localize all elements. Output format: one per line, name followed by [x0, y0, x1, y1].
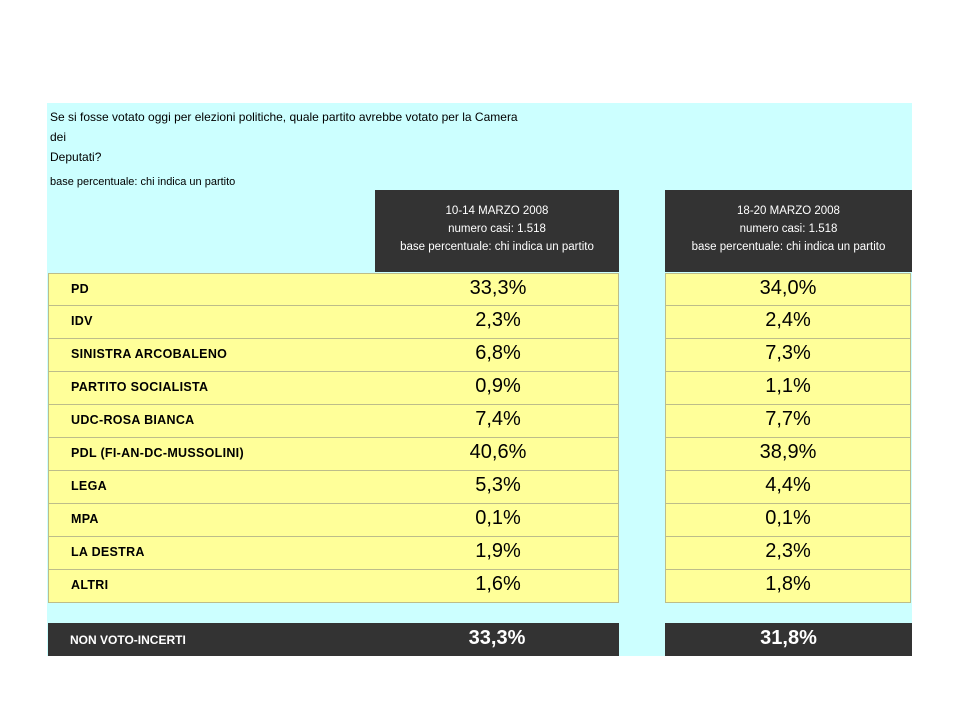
value-col-2: 4,4% — [765, 474, 811, 496]
party-name: MPA — [71, 512, 99, 526]
non-voto-value-1: 33,3% — [468, 627, 526, 649]
value-col-2: 34,0% — [759, 277, 817, 299]
value-col-1: 2,3% — [475, 309, 521, 331]
value-col-1: 6,8% — [475, 342, 521, 364]
value-col-1: 1,9% — [475, 540, 521, 562]
column-header-2-base: base percentuale: chi indica un partito — [691, 241, 886, 253]
table-row-col2: 7,3% — [665, 339, 911, 372]
value-col-2: 1,8% — [765, 573, 811, 595]
column-header-2: 18-20 MARZO 2008 numero casi: 1.518 base… — [665, 190, 912, 272]
party-name: UDC-ROSA BIANCA — [71, 413, 195, 427]
table-row-col2: 2,3% — [665, 537, 911, 570]
column-header-1: 10-14 MARZO 2008 numero casi: 1.518 base… — [375, 190, 619, 272]
table-row-col2: 2,4% — [665, 306, 911, 339]
party-name: SINISTRA ARCOBALENO — [71, 347, 228, 361]
table-row: ALTRI 1,6% — [48, 570, 619, 603]
party-name: ALTRI — [71, 578, 109, 592]
table-row-col2: 1,8% — [665, 570, 911, 603]
table-row: IDV 2,3% — [48, 306, 619, 339]
non-voto-row-col2: 31,8% — [665, 623, 912, 656]
question-line-1: Se si fosse votato oggi per elezioni pol… — [50, 110, 518, 144]
table-row-col2: 34,0% — [665, 273, 911, 306]
party-name: LA DESTRA — [71, 545, 145, 559]
question-text: Se si fosse votato oggi per elezioni pol… — [50, 107, 520, 167]
value-col-2: 7,7% — [765, 408, 811, 430]
value-col-1: 7,4% — [475, 408, 521, 430]
column-header-1-cases: numero casi: 1.518 — [448, 223, 546, 235]
column-header-2-date: 18-20 MARZO 2008 — [737, 205, 840, 217]
base-note: base percentuale: chi indica un partito — [50, 176, 236, 188]
value-col-2: 1,1% — [765, 375, 811, 397]
table-row: PDL (FI-AN-DC-MUSSOLINI) 40,6% — [48, 438, 619, 471]
value-col-2: 2,4% — [765, 309, 811, 331]
value-col-2: 2,3% — [765, 540, 811, 562]
party-name: PARTITO SOCIALISTA — [71, 380, 209, 394]
value-col-1: 33,3% — [469, 277, 527, 299]
table-row: LA DESTRA 1,9% — [48, 537, 619, 570]
table-row-col2: 7,7% — [665, 405, 911, 438]
question-line-2: Deputati? — [50, 150, 102, 164]
table-row: PD 33,3% — [48, 273, 619, 306]
value-col-1: 0,9% — [475, 375, 521, 397]
column-header-1-base: base percentuale: chi indica un partito — [400, 241, 594, 253]
non-voto-label: NON VOTO-INCERTI — [70, 633, 186, 647]
table-row-col2: 4,4% — [665, 471, 911, 504]
value-col-2: 0,1% — [765, 507, 811, 529]
table-row-col2: 0,1% — [665, 504, 911, 537]
value-col-1: 0,1% — [475, 507, 521, 529]
column-header-1-date: 10-14 MARZO 2008 — [445, 205, 549, 217]
non-voto-value-2: 31,8% — [760, 627, 817, 649]
table-row: MPA 0,1% — [48, 504, 619, 537]
table-row: LEGA 5,3% — [48, 471, 619, 504]
table-row: PARTITO SOCIALISTA 0,9% — [48, 372, 619, 405]
value-col-2: 7,3% — [765, 342, 811, 364]
table-row: UDC-ROSA BIANCA 7,4% — [48, 405, 619, 438]
party-name: LEGA — [71, 479, 107, 493]
value-col-1: 5,3% — [475, 474, 521, 496]
table-row: SINISTRA ARCOBALENO 6,8% — [48, 339, 619, 372]
value-col-2: 38,9% — [759, 441, 817, 463]
non-voto-row: NON VOTO-INCERTI 33,3% — [48, 623, 619, 656]
party-name: PD — [71, 282, 89, 296]
table-row-col2: 38,9% — [665, 438, 911, 471]
value-col-1: 40,6% — [469, 441, 527, 463]
column-header-2-cases: numero casi: 1.518 — [739, 223, 838, 235]
party-name: IDV — [71, 314, 93, 328]
value-col-1: 1,6% — [475, 573, 521, 595]
party-name: PDL (FI-AN-DC-MUSSOLINI) — [71, 446, 244, 460]
table-row-col2: 1,1% — [665, 372, 911, 405]
